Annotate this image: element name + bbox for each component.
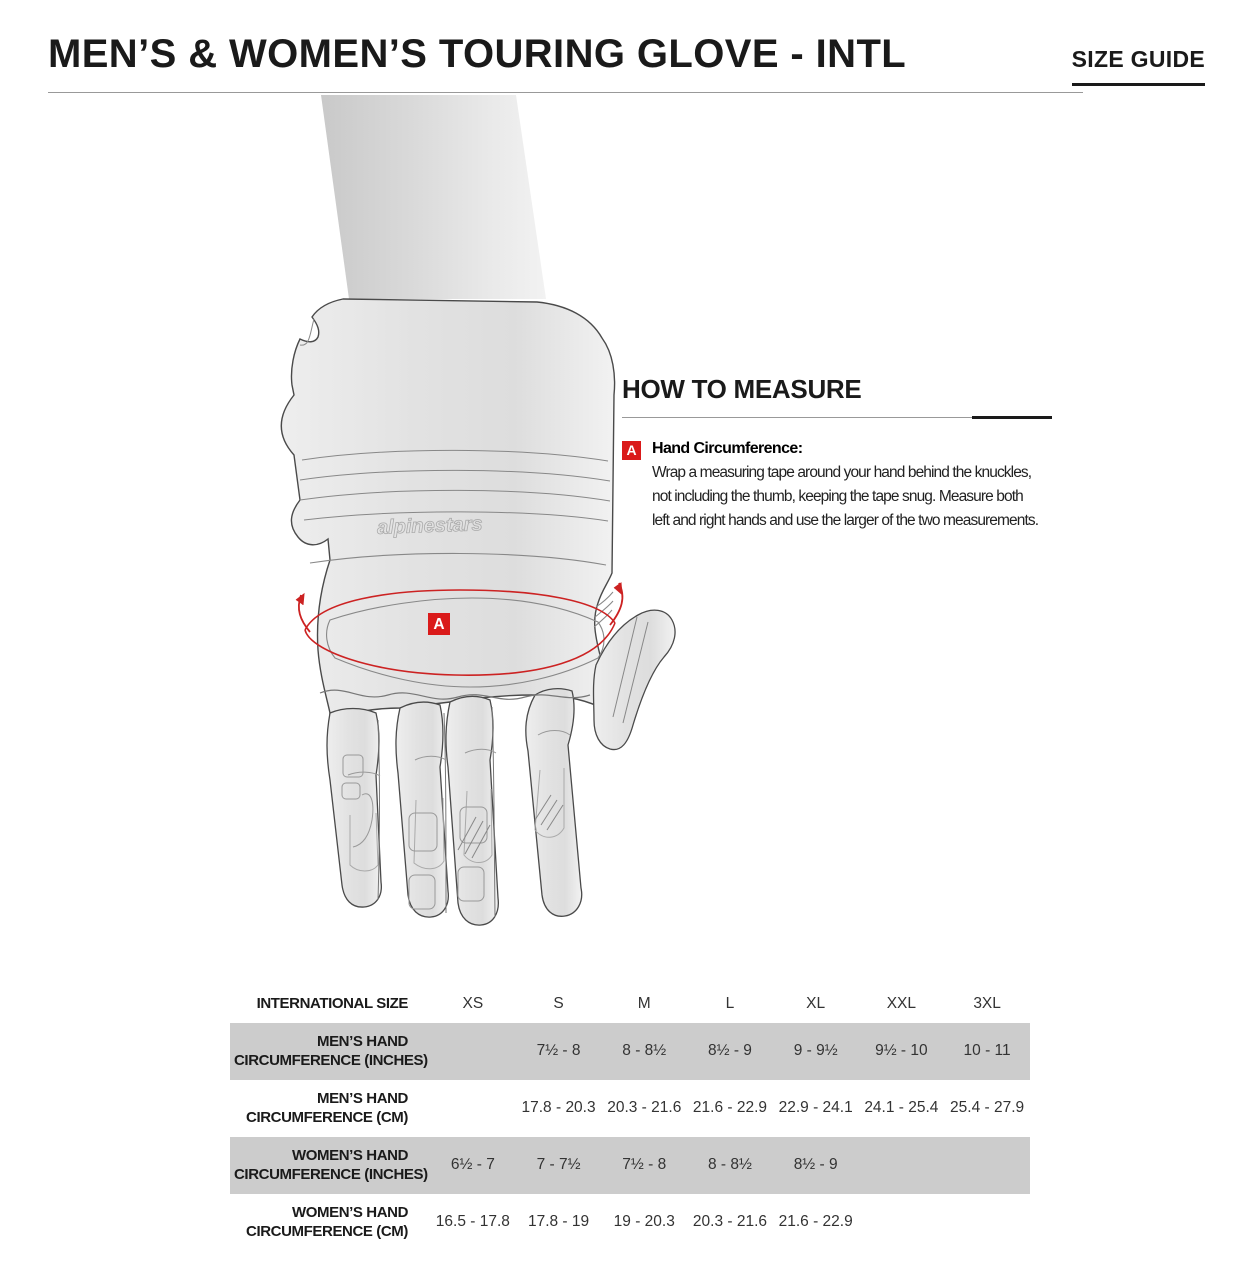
svg-text:alpinestars: alpinestars [377, 513, 483, 539]
svg-text:A: A [433, 616, 444, 633]
